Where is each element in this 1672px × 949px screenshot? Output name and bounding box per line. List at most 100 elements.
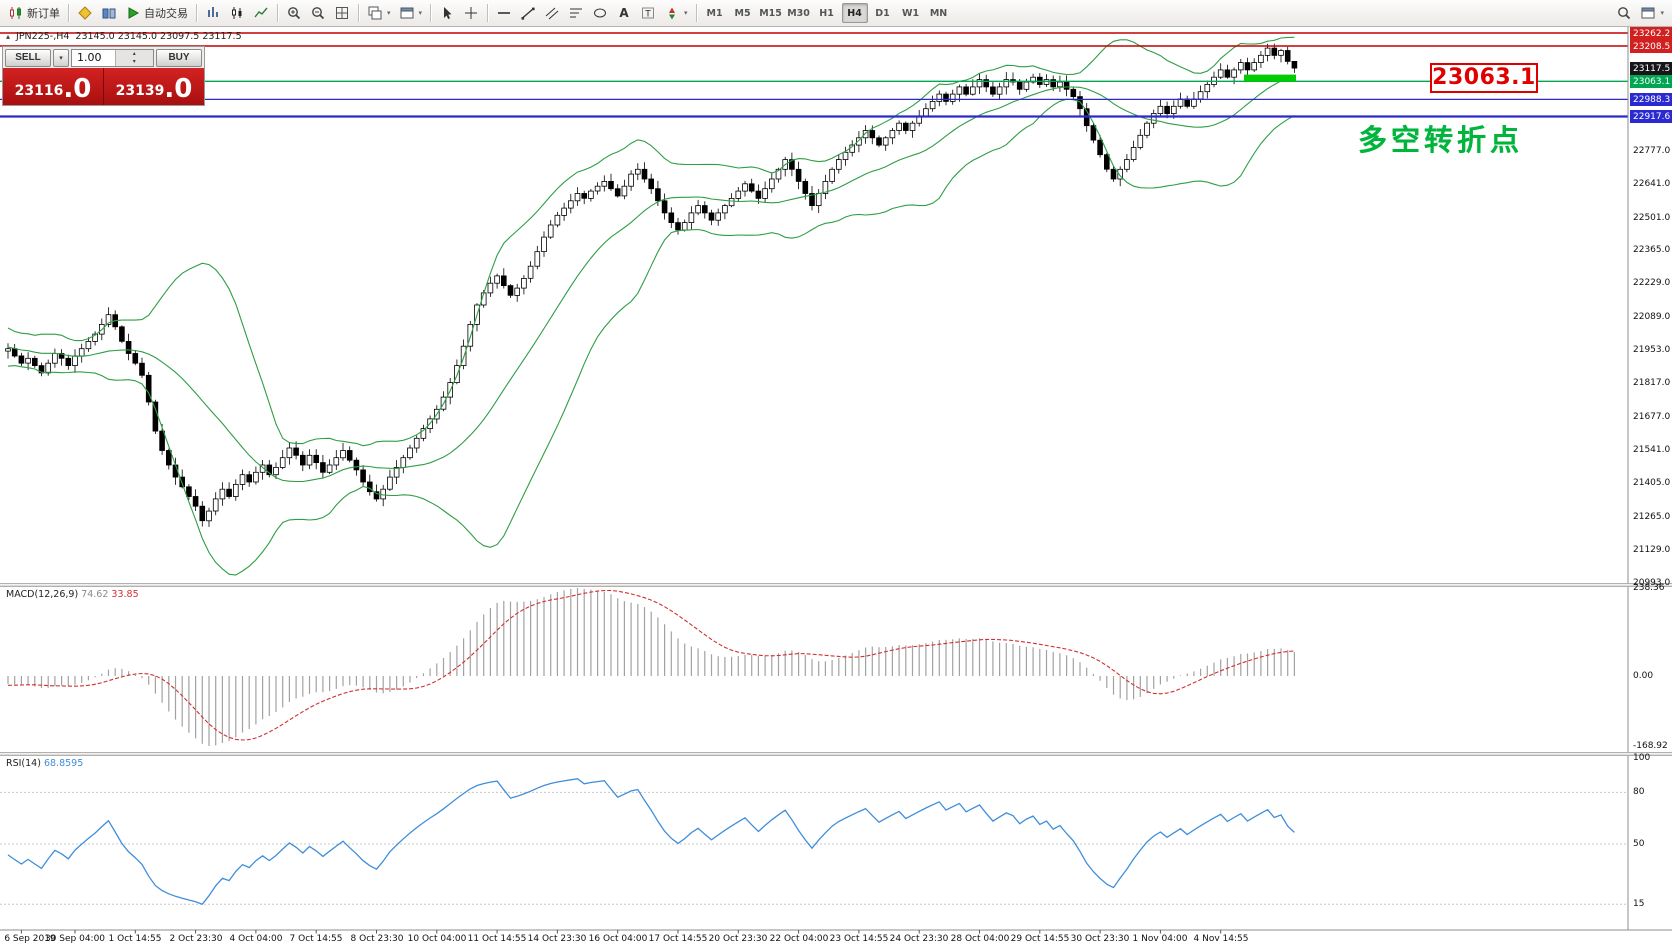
timeframe-mn-button[interactable]: MN xyxy=(929,7,948,19)
price-tick-label: 22501.0 xyxy=(1633,213,1671,223)
timeframe-m30-button[interactable]: M30 xyxy=(787,7,810,19)
hline-icon xyxy=(498,12,511,14)
favorites-button[interactable] xyxy=(73,2,97,24)
macd-tick-label: 238.36 xyxy=(1633,583,1665,593)
diamond-icon xyxy=(78,6,92,20)
price-tick-label: 21541.0 xyxy=(1633,445,1671,455)
indicators-button[interactable]: ▾ xyxy=(395,2,427,24)
channel-tool-button[interactable] xyxy=(540,2,564,24)
price-tick-label: 22641.0 xyxy=(1633,179,1671,189)
price-badge: 23262.2 xyxy=(1630,27,1672,40)
time-tick-label: 1 Nov 04:00 xyxy=(1132,934,1188,944)
candle-icon xyxy=(232,7,242,19)
price-tick-label: 21677.0 xyxy=(1633,412,1671,422)
shapes-icon xyxy=(594,8,607,18)
rsi-tick-label: 80 xyxy=(1633,787,1645,797)
timeframe-m15-button[interactable]: M15 xyxy=(759,7,782,19)
time-tick-label: 6 Sep 2019 xyxy=(4,934,56,944)
search-button[interactable] xyxy=(1612,2,1636,24)
hline-tool-button[interactable] xyxy=(492,2,516,24)
sell-price[interactable]: 23116.0 xyxy=(14,74,92,104)
new-order-button[interactable]: 新订单 xyxy=(4,2,64,24)
price-badge: 22917.6 xyxy=(1630,110,1672,123)
volume-up-icon[interactable]: ▴ xyxy=(115,49,153,58)
tline-icon xyxy=(521,7,535,20)
candle-chart-button[interactable] xyxy=(225,2,249,24)
price-callout: 23063.1 xyxy=(1430,63,1538,93)
one-click-trading-widget: SELL ▾ 1.00 ▴ ▾ BUY 23116.0 23139.0 xyxy=(2,46,205,106)
linechart-icon xyxy=(254,7,268,18)
timeframe-h4-button[interactable]: H4 xyxy=(841,3,868,23)
arrange-windows-button[interactable]: ▾ xyxy=(363,2,395,24)
popup-prices-button[interactable]: ▾ xyxy=(1636,2,1668,24)
sell-button[interactable]: SELL xyxy=(5,48,51,67)
order-icon xyxy=(10,7,21,19)
zoom-out-button[interactable] xyxy=(306,2,330,24)
toolbar-separator xyxy=(277,4,278,22)
collapse-icon[interactable]: ▴ xyxy=(6,32,11,41)
time-tick-label: 23 Oct 14:55 xyxy=(829,934,889,944)
price-badge: 23063.1 xyxy=(1630,75,1672,88)
cursor-button[interactable] xyxy=(435,2,459,24)
timeframe-m5-button[interactable]: M5 xyxy=(734,7,751,19)
text-tool-button[interactable]: A xyxy=(612,2,636,24)
timeframe-h1-button[interactable]: H1 xyxy=(819,7,834,19)
volume-down-icon[interactable]: ▾ xyxy=(115,57,153,66)
toolbar-separator xyxy=(695,4,697,22)
annotation-text: 多空转折点 xyxy=(1358,123,1524,157)
time-tick-label: 16 Oct 04:00 xyxy=(588,934,648,944)
crosshair-button[interactable] xyxy=(459,2,483,24)
price-tick-label: 21405.0 xyxy=(1633,478,1671,488)
chevron-down-icon: ▾ xyxy=(1660,9,1664,17)
volume-input[interactable]: 1.00 ▴ ▾ xyxy=(71,48,154,67)
timeframe-m1-button[interactable]: M1 xyxy=(706,7,723,19)
grid-button[interactable] xyxy=(330,2,354,24)
toolbar-separator xyxy=(68,4,69,22)
price-tick-label: 21129.0 xyxy=(1633,545,1671,555)
buy-price[interactable]: 23139.0 xyxy=(115,74,193,104)
macd-tick-label: 0.00 xyxy=(1633,671,1654,681)
line-chart-button[interactable] xyxy=(249,2,273,24)
fibonacci-tool-button[interactable] xyxy=(564,2,588,24)
order-type-dropdown[interactable]: ▾ xyxy=(53,48,69,67)
cursor-icon xyxy=(444,7,452,19)
shapes-tool-button[interactable] xyxy=(588,2,612,24)
window-icon xyxy=(1641,7,1655,19)
chevron-down-icon: ▾ xyxy=(418,9,423,17)
bar-chart-button[interactable] xyxy=(201,2,225,24)
price-display[interactable]: 23116.0 23139.0 xyxy=(3,68,204,105)
panel-splitter[interactable] xyxy=(0,752,1672,756)
zoomin-icon xyxy=(288,7,301,20)
svg-text:A: A xyxy=(619,6,629,20)
time-tick-label: 8 Oct 23:30 xyxy=(350,934,404,944)
time-tick-label: 29 Oct 14:55 xyxy=(1010,934,1070,944)
window-icon xyxy=(400,7,414,19)
price-tick-label: 21953.0 xyxy=(1633,345,1671,355)
time-tick-label: 17 Oct 14:55 xyxy=(648,934,708,944)
trendline-tool-button[interactable] xyxy=(516,2,540,24)
autotrading-button[interactable]: 自动交易 xyxy=(121,2,192,24)
arrows-tool-button[interactable]: ▾ xyxy=(660,2,692,24)
timeframe-w1-button[interactable]: W1 xyxy=(902,7,920,19)
timeframe-d1-button[interactable]: D1 xyxy=(875,7,890,19)
time-tick-label: 1 Oct 14:55 xyxy=(108,934,162,944)
macd-tick-label: -168.92 xyxy=(1633,741,1668,751)
symbol-info: ▴ JPN225-,H4 23145.0 23145.0 23097.5 231… xyxy=(6,31,242,42)
toolbar: 新订单 自动交易 ▾ ▾ A T ▾ M1 M5 M15 M30 H1 H4 D1 W1 MN ▾ xyxy=(0,0,1672,27)
label-tool-button[interactable]: T xyxy=(636,2,660,24)
time-tick-label: 2 Oct 23:30 xyxy=(169,934,223,944)
rsi-label: RSI(14) 68.8595 xyxy=(6,758,84,769)
time-tick-label: 28 Oct 04:00 xyxy=(950,934,1010,944)
zoomout-icon xyxy=(312,7,325,20)
buy-button[interactable]: BUY xyxy=(156,48,202,67)
zoom-in-button[interactable] xyxy=(282,2,306,24)
symbol-title: JPN225-,H4 xyxy=(16,31,70,42)
toolbar-separator xyxy=(487,4,489,22)
arrows-icon xyxy=(669,7,676,20)
texta-icon: A xyxy=(619,6,629,20)
panel-splitter[interactable] xyxy=(0,583,1672,587)
cross-icon xyxy=(465,7,478,19)
price-divider xyxy=(103,68,104,105)
profiles-button[interactable] xyxy=(97,2,121,24)
